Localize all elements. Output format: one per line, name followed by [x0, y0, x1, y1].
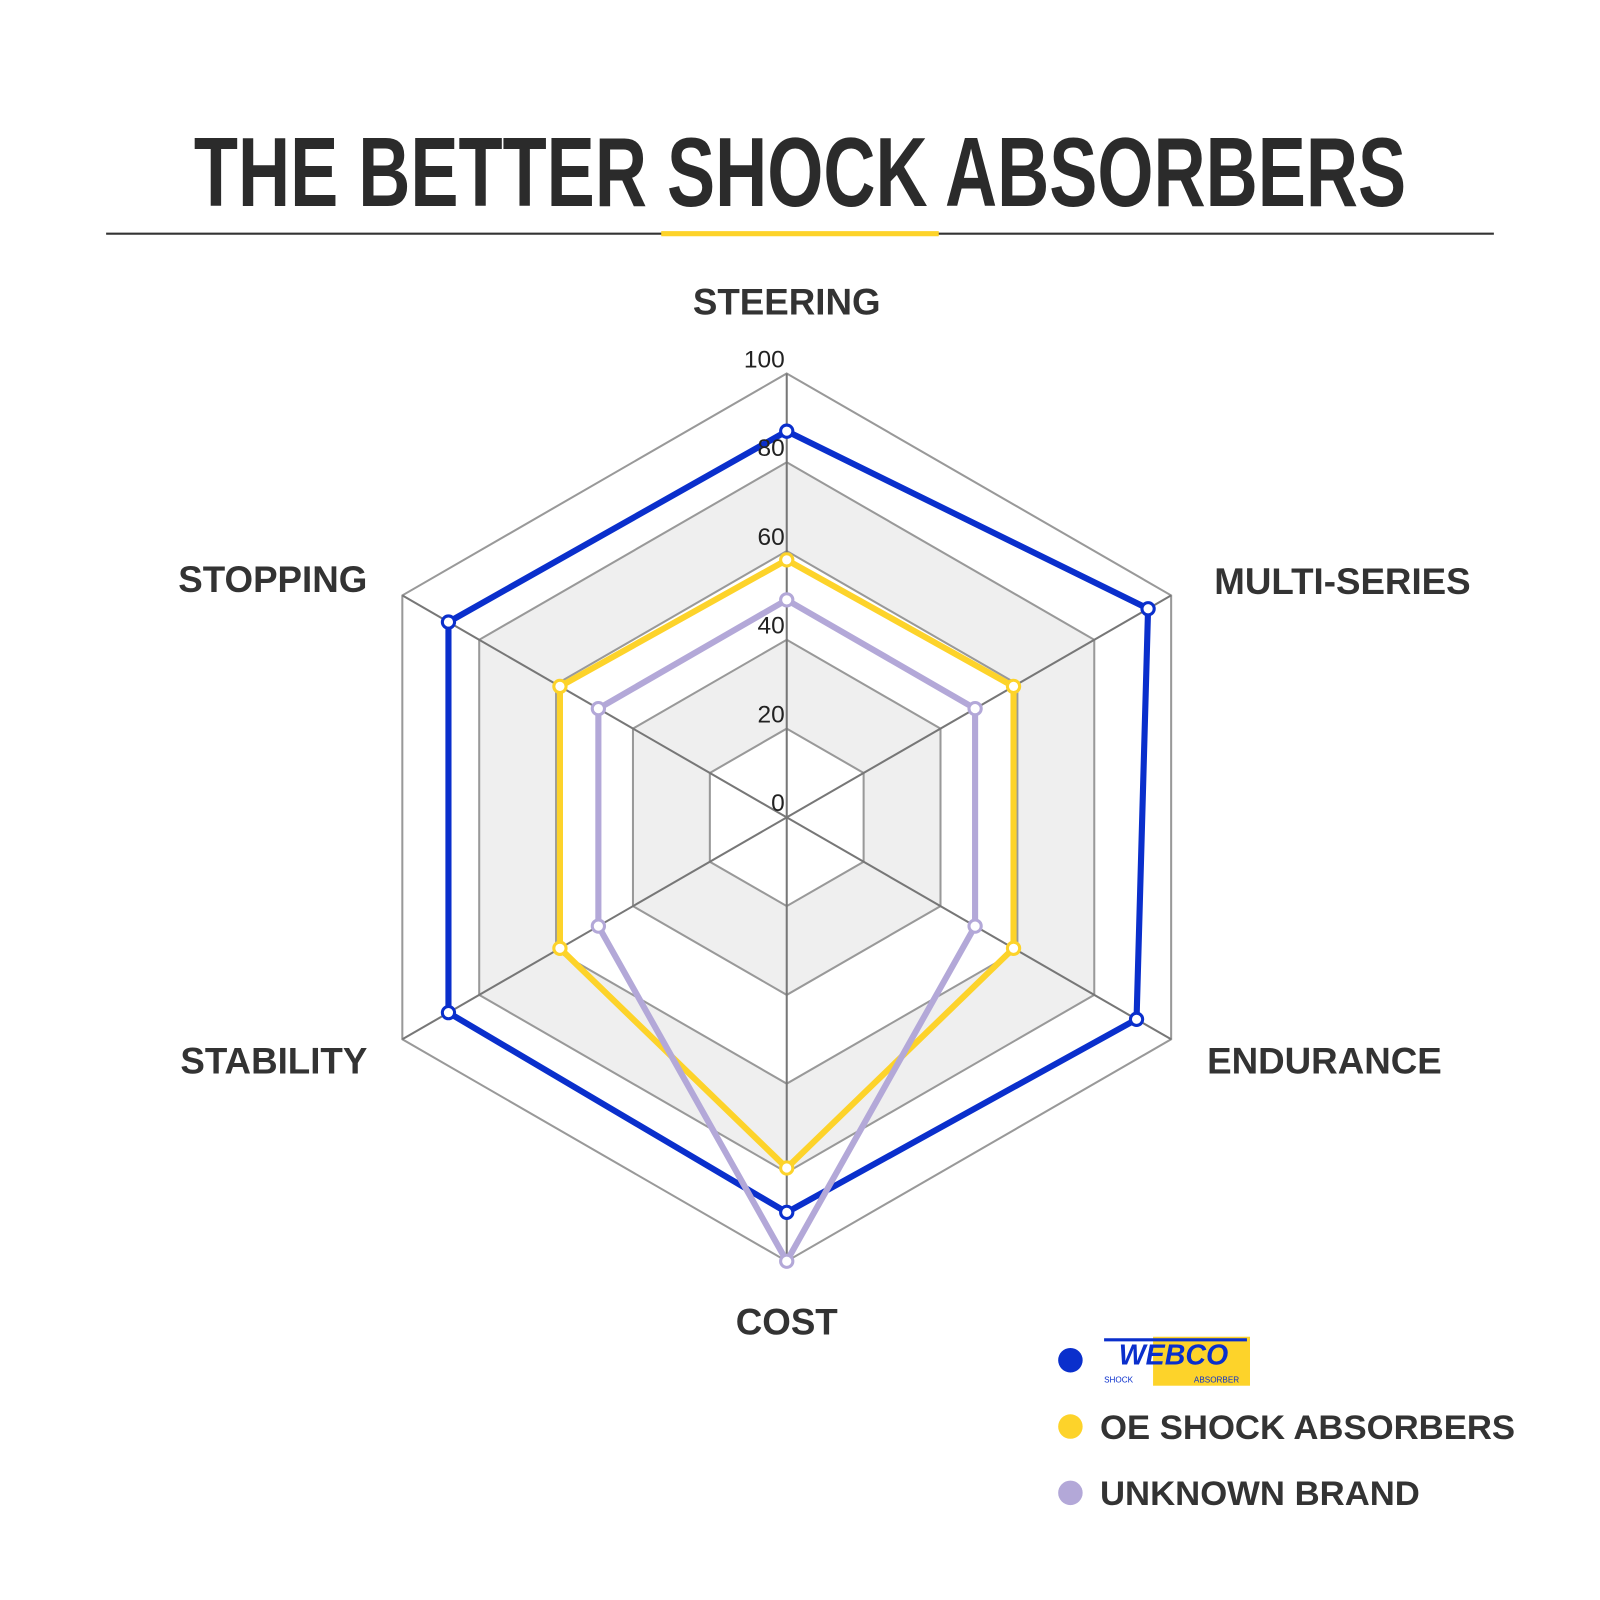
chart-title: THE BETTER SHOCK ABSORBERS — [194, 117, 1406, 227]
tick-label: 0 — [771, 790, 785, 817]
data-point — [779, 1204, 795, 1221]
radar-grid — [401, 372, 1173, 1263]
data-point — [552, 940, 568, 956]
data-point — [1140, 601, 1156, 617]
legend: WEBCO SHOCK ABSORBER OE SHOCK ABSORBERS UNKN… — [1058, 1336, 1515, 1513]
data-point — [779, 1160, 795, 1176]
axis-label: COST — [736, 1302, 839, 1343]
data-point — [590, 700, 607, 717]
axis-label: STEERING — [693, 281, 881, 322]
tick-labels: 0 20 40 60 80 100 — [744, 346, 785, 817]
tick-label: 80 — [757, 435, 784, 462]
legend-swatch — [1058, 1347, 1083, 1373]
data-point — [967, 700, 983, 717]
tick-label: 40 — [757, 613, 784, 640]
axis-label: STOPPING — [178, 559, 367, 600]
tick-label: 60 — [757, 524, 784, 551]
axis-label: MULTI-SERIES — [1214, 561, 1470, 602]
tick-label: 20 — [757, 701, 784, 728]
data-point — [1005, 678, 1022, 695]
logo-sub-right: ABSORBER — [1194, 1376, 1239, 1385]
axis-label: ENDURANCE — [1207, 1040, 1442, 1081]
data-point — [1128, 1011, 1145, 1027]
logo-text: WEBCO — [1119, 1339, 1228, 1371]
legend-label: UNKNOWN BRAND — [1100, 1475, 1420, 1513]
legend-swatch — [1058, 1414, 1083, 1439]
series-layer — [440, 423, 1156, 1269]
data-point — [440, 1005, 457, 1021]
axis-labels: STEERING MULTI-SERIES ENDURANCE COST STABILI… — [178, 281, 1470, 1342]
legend-swatch — [1058, 1480, 1083, 1506]
data-point — [779, 552, 795, 568]
data-point — [779, 592, 795, 608]
axis-label: STABILITY — [180, 1040, 367, 1081]
data-point — [552, 678, 568, 695]
data-point — [779, 423, 795, 439]
logo-sub-left: SHOCK — [1104, 1376, 1134, 1385]
tick-label: 100 — [744, 346, 785, 373]
data-point — [590, 918, 607, 934]
webco-logo: WEBCO SHOCK ABSORBER — [1104, 1336, 1250, 1386]
data-point — [1005, 940, 1022, 956]
legend-label: OE SHOCK ABSORBERS — [1100, 1409, 1515, 1447]
data-point — [779, 1253, 795, 1269]
data-point — [967, 918, 983, 934]
logo-yellow-block — [1153, 1336, 1250, 1386]
data-point — [440, 614, 457, 630]
